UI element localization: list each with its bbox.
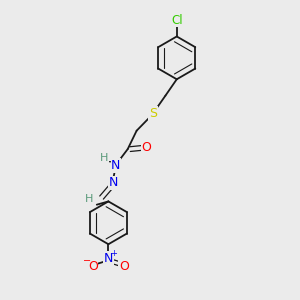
Text: O: O — [141, 141, 151, 154]
Text: −: − — [83, 256, 91, 266]
Text: N: N — [104, 252, 113, 265]
Text: O: O — [88, 260, 98, 273]
Text: H: H — [100, 153, 109, 163]
Text: S: S — [149, 107, 157, 120]
Text: Cl: Cl — [171, 14, 183, 27]
Text: N: N — [111, 159, 121, 172]
Text: +: + — [110, 249, 117, 258]
Text: H: H — [85, 194, 93, 204]
Text: N: N — [109, 176, 118, 189]
Text: O: O — [119, 260, 129, 273]
